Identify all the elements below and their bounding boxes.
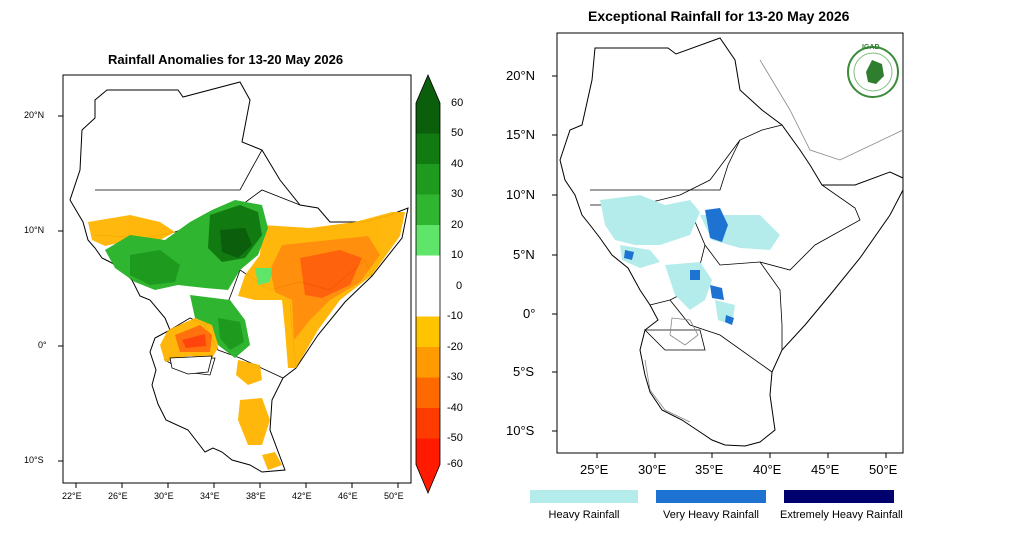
left-lon-label: 30°E xyxy=(154,491,174,501)
legend-label-very-heavy: Very Heavy Rainfall xyxy=(663,509,759,521)
left-lat-label: 10°S xyxy=(24,455,44,465)
colorbar-label: 60 xyxy=(451,97,464,109)
right-lon-label: 40°E xyxy=(753,462,782,477)
colorbar-label: 40 xyxy=(451,158,464,170)
left-lon-label: 26°E xyxy=(108,491,128,501)
lake xyxy=(169,355,213,375)
right-lat-label: 10°N xyxy=(506,187,536,202)
left-lat-label: 10°N xyxy=(24,225,45,235)
legend-swatch-very-heavy xyxy=(656,490,766,503)
left-lat-label: 0° xyxy=(38,340,47,350)
region-outline xyxy=(69,81,409,473)
legend-label-extremely-heavy: Extremely Heavy Rainfall xyxy=(780,509,903,521)
left-lon-ticks xyxy=(75,483,399,488)
right-lat-label: 20°N xyxy=(506,68,536,83)
left-lon-label: 42°E xyxy=(292,491,312,501)
left-lon-label: 34°E xyxy=(200,491,220,501)
colorbar-label: 0 xyxy=(456,280,463,292)
right-lat-label: 15°N xyxy=(506,127,536,142)
right-lon-label: 50°E xyxy=(869,462,898,477)
right-lat-label: 5°N xyxy=(513,247,535,262)
legend-swatch-heavy xyxy=(530,490,638,503)
left-lon-label: 22°E xyxy=(62,491,82,501)
colorbar-bottom-arrow xyxy=(416,464,440,493)
left-lat-label: 20°N xyxy=(24,110,45,120)
right-lat-label: 10°S xyxy=(506,423,535,438)
colorbar-label: -50 xyxy=(447,432,463,444)
colorbar-label: 10 xyxy=(451,249,464,261)
colorbar-label: -20 xyxy=(447,341,463,353)
colorbar-label: -60 xyxy=(447,458,463,470)
left-lon-label: 46°E xyxy=(338,491,358,501)
right-map-title: Exceptional Rainfall for 13-20 May 2026 xyxy=(588,8,850,24)
legend-swatch-extremely-heavy xyxy=(784,490,894,503)
colorbar-label: 50 xyxy=(451,127,464,139)
left-lon-label: 50°E xyxy=(384,491,404,501)
colorbar-label: 30 xyxy=(451,188,464,200)
right-lat-label: 5°S xyxy=(513,364,535,379)
left-lat-ticks xyxy=(58,115,63,462)
right-lat-label: 0° xyxy=(523,306,536,321)
anomaly-colorbar xyxy=(415,73,441,495)
left-map-frame xyxy=(62,74,412,484)
legend-label-heavy: Heavy Rainfall xyxy=(548,509,620,521)
colorbar-top-arrow xyxy=(416,75,440,103)
igad-logo-text: IGAD xyxy=(862,44,880,51)
right-lon-label: 35°E xyxy=(695,462,724,477)
above-normal-shading xyxy=(105,200,272,358)
colorbar-label: 20 xyxy=(451,219,464,231)
below-normal-shading xyxy=(88,212,405,470)
left-map-title: Rainfall Anomalies for 13-20 May 2026 xyxy=(108,52,344,67)
colorbar-label: -10 xyxy=(447,310,463,322)
left-lon-label: 38°E xyxy=(246,491,266,501)
right-lon-label: 45°E xyxy=(811,462,840,477)
right-lon-label: 25°E xyxy=(580,462,609,477)
right-lon-label: 30°E xyxy=(638,462,667,477)
colorbar-label: -30 xyxy=(447,371,463,383)
colorbar-label: -40 xyxy=(447,402,463,414)
